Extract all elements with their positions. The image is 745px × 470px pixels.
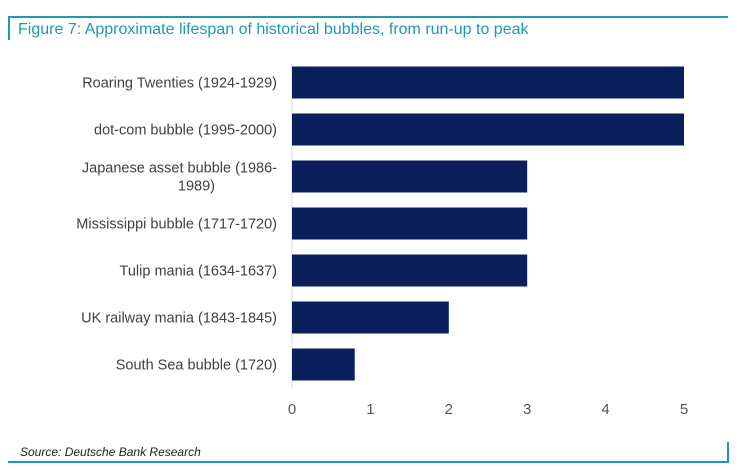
footer-rule bbox=[8, 461, 729, 463]
x-tick-label-4: 4 bbox=[601, 401, 609, 418]
footer-rule-right bbox=[727, 442, 729, 463]
category-label-line: 1989) bbox=[178, 179, 215, 195]
category-label-1: dot-com bubble (1995-2000) bbox=[94, 123, 277, 139]
x-tick-label-2: 2 bbox=[445, 401, 453, 418]
x-tick-label-5: 5 bbox=[680, 401, 688, 418]
bar-5 bbox=[292, 301, 449, 334]
category-label-line: dot-com bubble (1995-2000) bbox=[94, 123, 277, 139]
category-label-3: Mississippi bubble (1717-1720) bbox=[76, 217, 277, 233]
category-label-5: UK railway mania (1843-1845) bbox=[81, 311, 277, 327]
header-rule bbox=[8, 16, 728, 18]
category-label-0: Roaring Twenties (1924-1929) bbox=[82, 76, 277, 92]
category-label-line: Mississippi bubble (1717-1720) bbox=[76, 217, 277, 233]
category-label-line: UK railway mania (1843-1845) bbox=[81, 311, 277, 327]
bar-4 bbox=[292, 254, 528, 287]
bar-3 bbox=[292, 207, 528, 240]
bar-2 bbox=[292, 160, 528, 193]
x-tick-label-3: 3 bbox=[523, 401, 531, 418]
bar-1 bbox=[292, 113, 684, 146]
category-label-6: South Sea bubble (1720) bbox=[116, 358, 277, 374]
category-label-line: South Sea bubble (1720) bbox=[116, 358, 277, 374]
category-label-line: Tulip mania (1634-1637) bbox=[120, 264, 277, 280]
category-label-4: Tulip mania (1634-1637) bbox=[120, 264, 277, 280]
x-tick-label-1: 1 bbox=[366, 401, 374, 418]
category-label-2: Japanese asset bubble (1986- 1989) bbox=[82, 161, 277, 195]
category-label-line: Roaring Twenties (1924-1929) bbox=[82, 76, 277, 92]
category-label-line: Japanese asset bubble (1986- bbox=[82, 161, 277, 177]
x-tick-label-0: 0 bbox=[288, 401, 296, 418]
header-rule-left bbox=[8, 16, 10, 40]
source-note: Source: Deutsche Bank Research bbox=[20, 445, 201, 459]
bar-6 bbox=[292, 348, 355, 381]
bar-0 bbox=[292, 66, 684, 99]
chart-title: Figure 7: Approximate lifespan of histor… bbox=[18, 21, 529, 38]
